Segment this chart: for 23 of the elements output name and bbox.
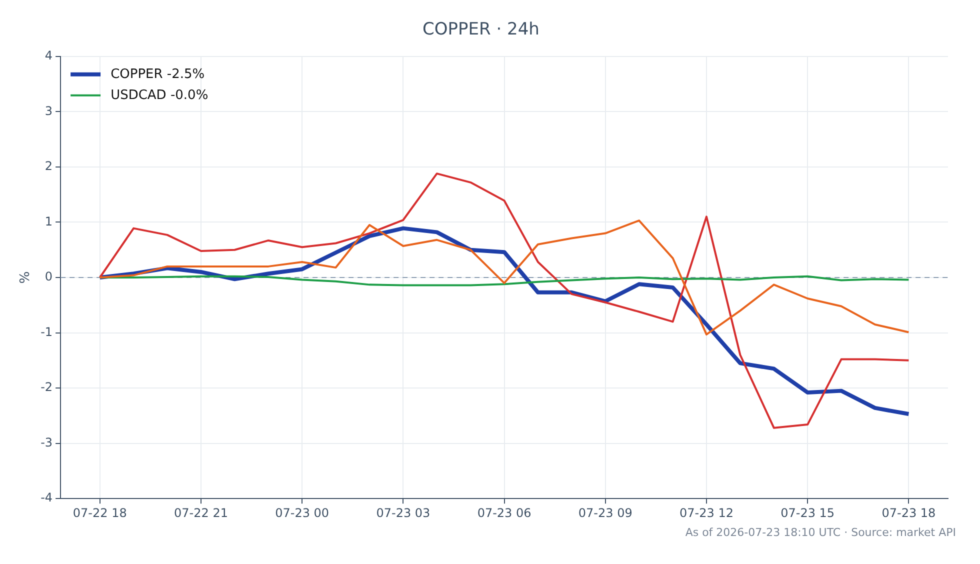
text: As of 2026-07-23 18:10 UTC · Source: market API: [685, 526, 956, 539]
y-tick-label: -2: [40, 380, 53, 394]
y-tick-label: 2: [44, 159, 53, 174]
chart-title: COPPER · 24h: [422, 20, 540, 40]
x-tick-label: 07-23 06: [477, 506, 532, 520]
y-tick-label: 3: [44, 104, 53, 118]
y-tick-label: 4: [44, 48, 53, 63]
x-tick-label: 07-23 12: [680, 506, 734, 520]
y-tick-label: -3: [40, 435, 53, 450]
x-tick-label: 07-23 15: [780, 506, 835, 520]
y-axis-title: %: [18, 271, 34, 284]
x-tick-label: 07-23 09: [578, 506, 632, 520]
y-tick-label: -4: [40, 490, 53, 505]
x-tick-label: 07-23 18: [882, 506, 936, 520]
y-tick-label: 1: [44, 214, 53, 228]
x-tick-label: 07-22 18: [72, 506, 127, 520]
y-tick-label: -1: [40, 324, 53, 339]
x-tick-label: 07-23 03: [376, 506, 430, 520]
legend-label: COPPER -2.5%: [110, 66, 205, 82]
x-tick-label: 07-23 00: [275, 506, 330, 520]
legend-label: USDCAD -0.0%: [110, 88, 208, 103]
y-tick-label: 0: [44, 270, 53, 284]
x-tick-label: 07-22 21: [174, 506, 228, 520]
